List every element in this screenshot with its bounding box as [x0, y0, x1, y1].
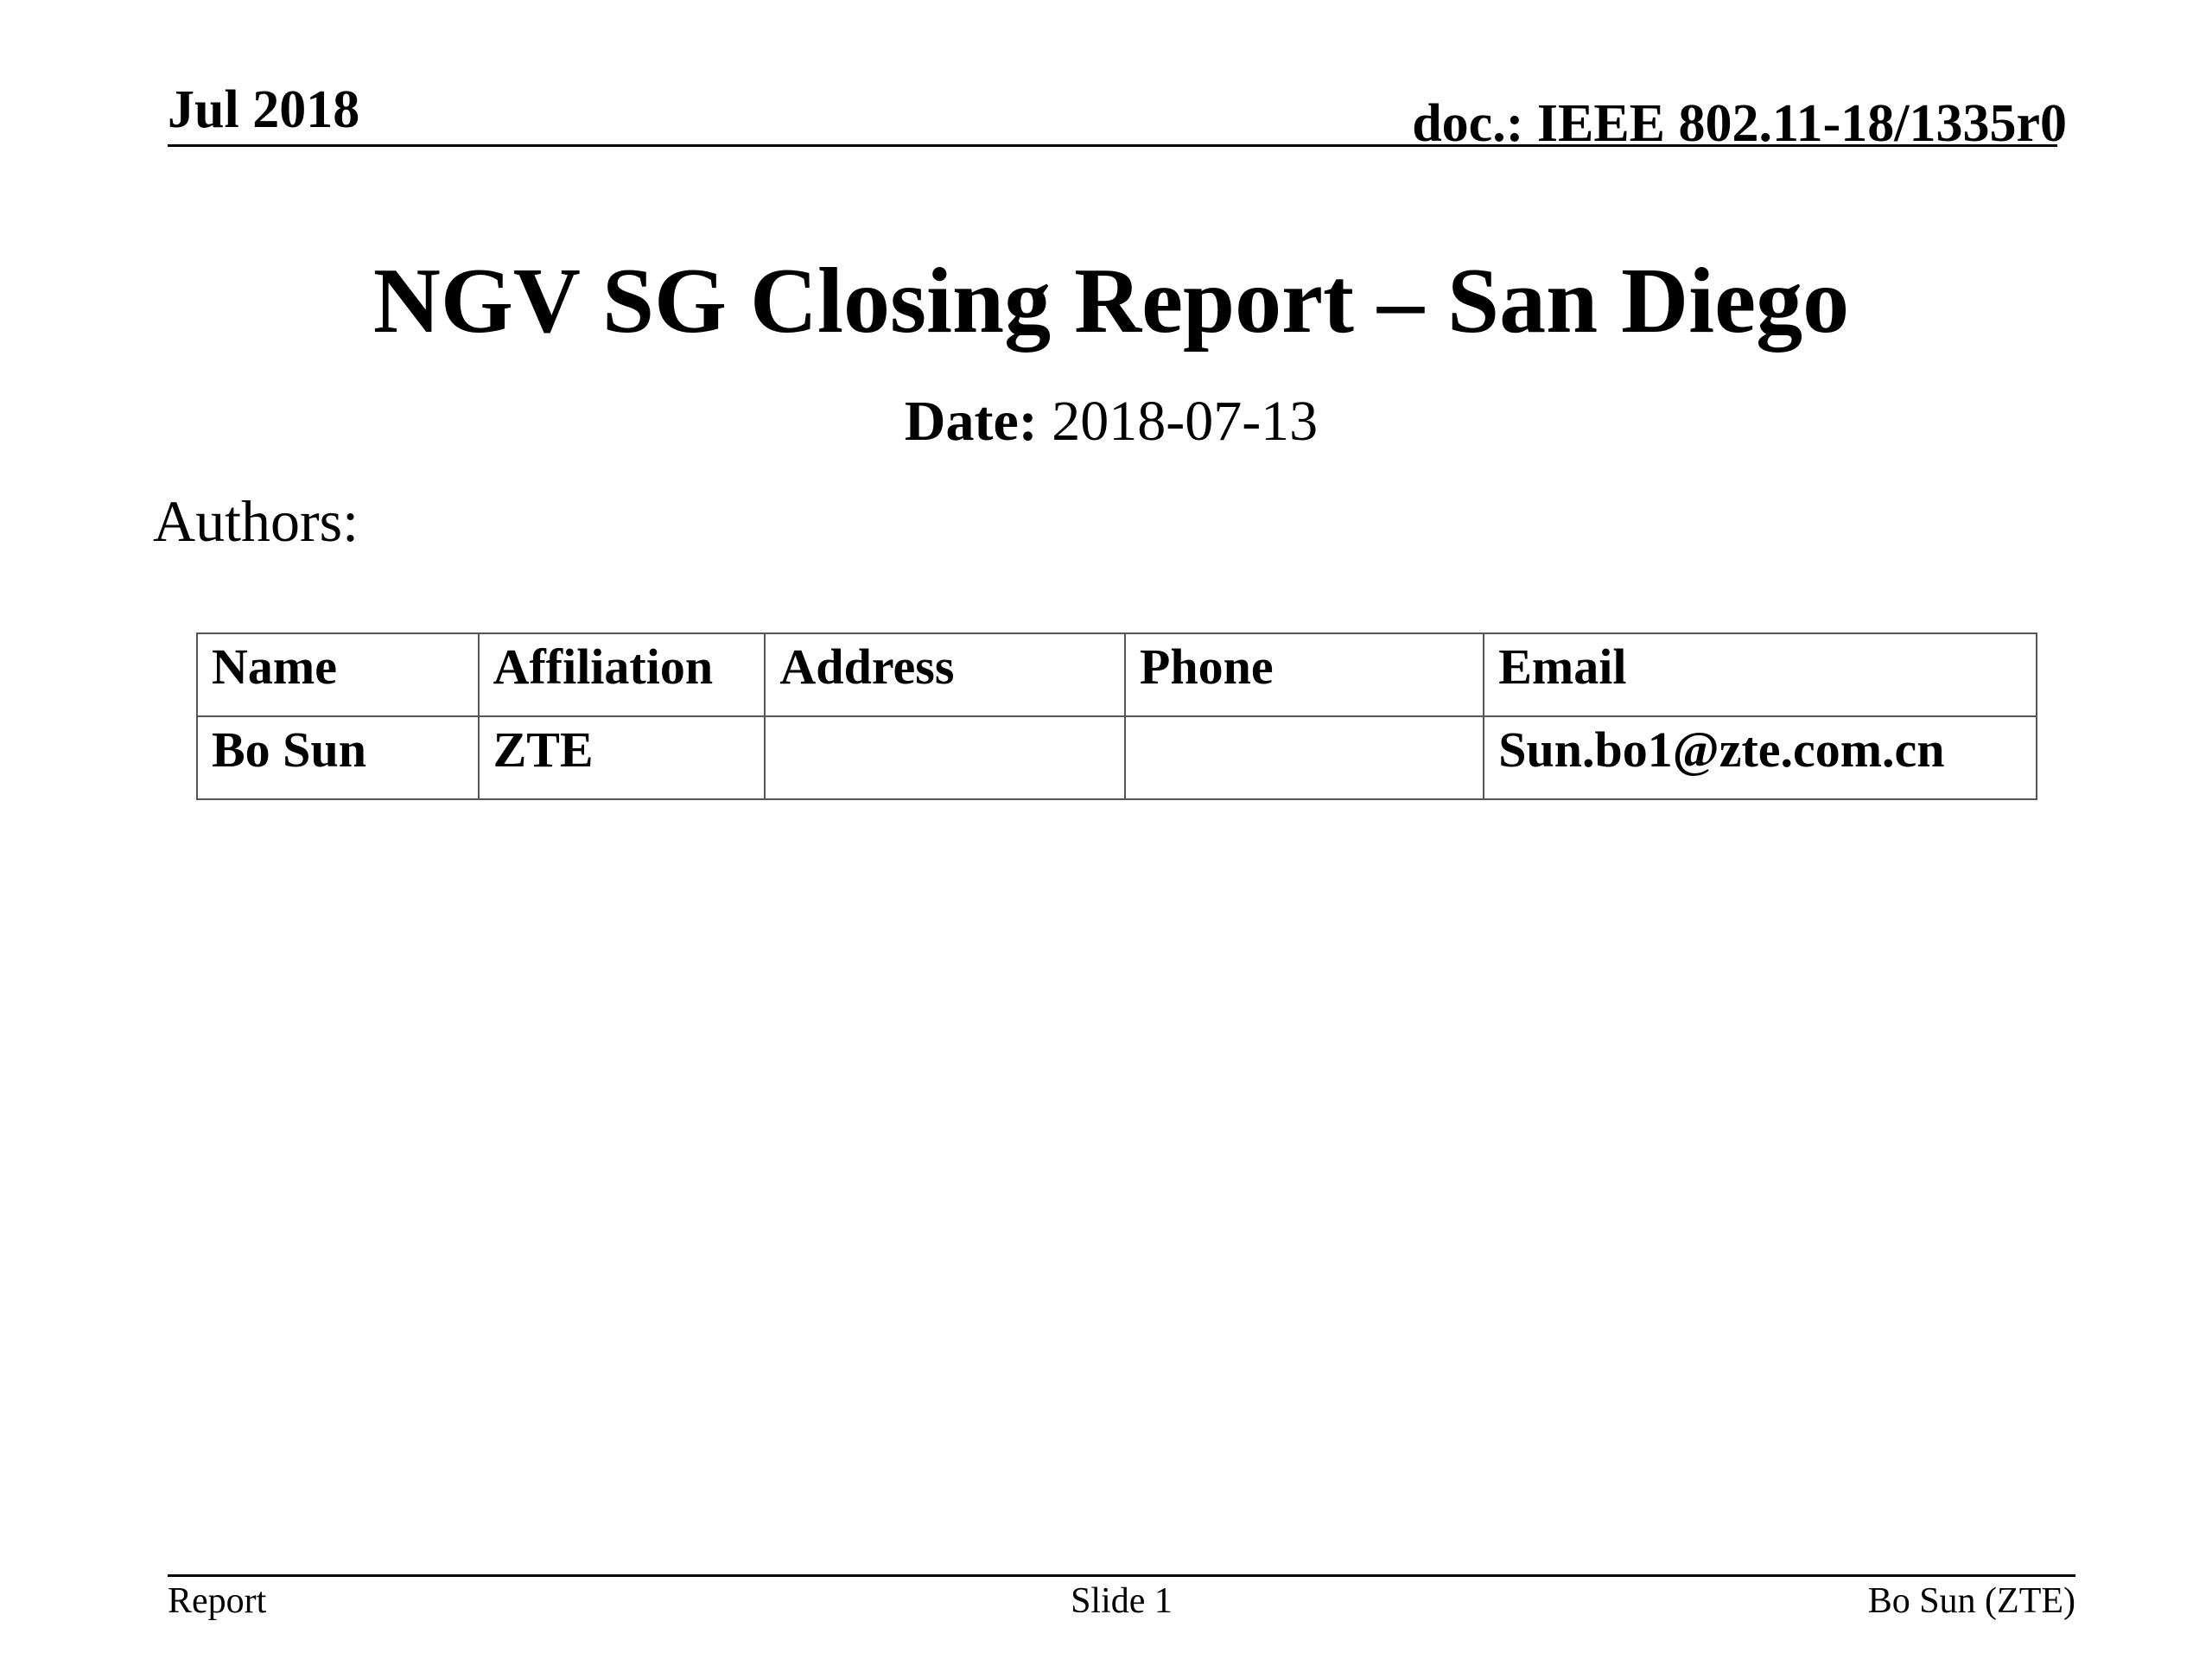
header-email: Email [1483, 632, 2037, 717]
header-doc-id: doc.: IEEE 802.11-18/1335r0 [1412, 94, 2067, 153]
authors-table: Name Affiliation Address Phone Email Bo … [196, 632, 2037, 800]
footer-divider [168, 1574, 2075, 1577]
authors-label: Authors: [153, 488, 359, 554]
cell-affiliation: ZTE [477, 715, 766, 800]
cell-name: Bo Sun [196, 715, 480, 800]
footer-left: Report [168, 1581, 267, 1621]
header-divider [168, 144, 2057, 147]
header-affiliation: Affiliation [477, 632, 766, 717]
table-row: Bo Sun ZTE Sun.bo1@zte.com.cn [196, 715, 2037, 800]
date-line: Date: 2018-07-13 [0, 390, 2212, 454]
cell-address [764, 715, 1126, 800]
cell-phone [1123, 715, 1485, 800]
slide-number: Slide 1 [1071, 1581, 1173, 1621]
table-header-row: Name Affiliation Address Phone Email [196, 632, 2037, 717]
footer-author: Bo Sun (ZTE) [1867, 1581, 2075, 1621]
cell-email: Sun.bo1@zte.com.cn [1483, 715, 2037, 800]
date-value: 2018-07-13 [1037, 390, 1319, 453]
slide-title: NGV SG Closing Report – San Diego [372, 250, 1850, 353]
header-phone: Phone [1123, 632, 1485, 717]
header-date: Jul 2018 [168, 80, 360, 139]
header-name: Name [196, 632, 480, 717]
date-label: Date: [904, 390, 1038, 453]
header-address: Address [764, 632, 1126, 717]
